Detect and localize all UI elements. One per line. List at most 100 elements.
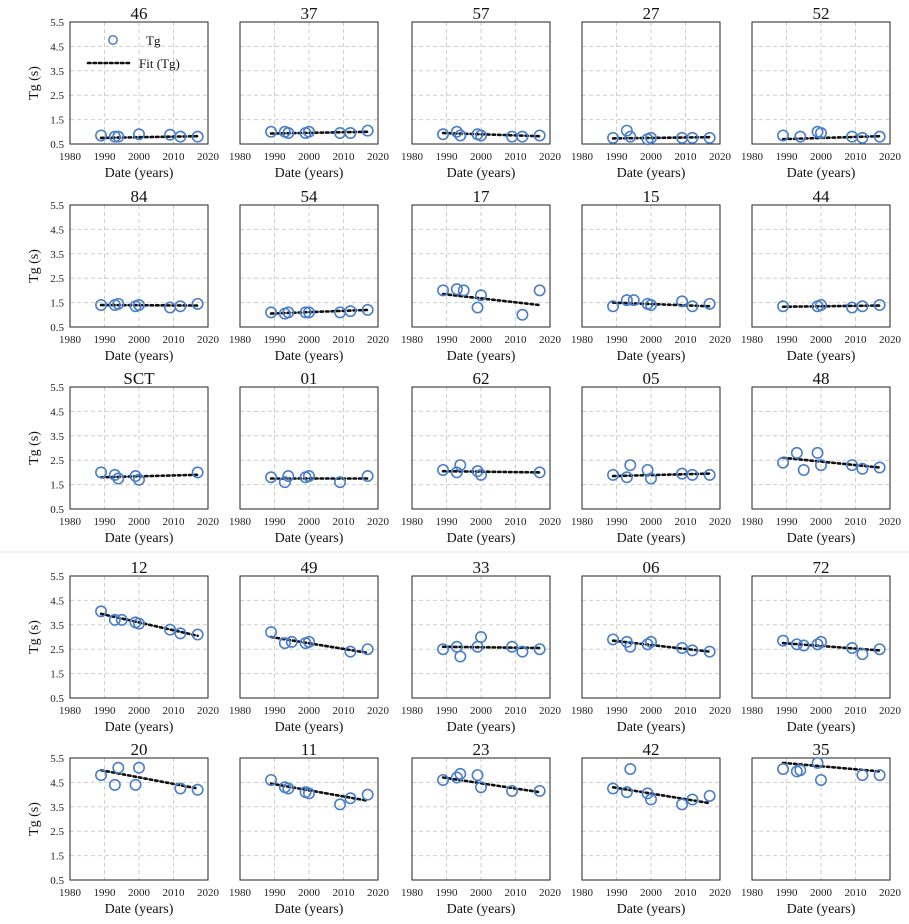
panel-23: 23 1980 1990 2000 2010 2020 Date (years): [401, 740, 562, 917]
plot-frame: [581, 386, 721, 510]
data-point: [174, 782, 187, 795]
data-point: [797, 463, 810, 476]
panel-title: SCT: [123, 369, 155, 388]
plot-frame: [239, 575, 379, 699]
data-point: [95, 605, 108, 618]
data-point: [361, 124, 374, 137]
x-tick-label: 2020: [197, 516, 220, 528]
x-tick-label: 1990: [264, 516, 287, 528]
data-point: [620, 471, 633, 484]
data-point: [814, 299, 827, 312]
data-point: [299, 306, 312, 319]
x-tick-label: 1980: [401, 151, 424, 163]
data-point: [454, 650, 467, 663]
x-tick-label: 2000: [640, 887, 663, 899]
data-point: [474, 289, 487, 302]
x-tick-label: 2010: [333, 887, 356, 899]
data-point: [676, 798, 689, 811]
y-tick-label: 2.5: [50, 273, 64, 285]
data-point: [302, 306, 315, 319]
x-tick-label: 2020: [197, 705, 220, 717]
x-tick-label: 1990: [776, 151, 799, 163]
x-tick-label: 2010: [845, 334, 868, 346]
fit-line: [269, 308, 369, 315]
data-point: [133, 617, 146, 630]
x-tick-label: 1980: [401, 887, 424, 899]
data-point: [361, 303, 374, 316]
data-point: [129, 778, 142, 791]
panel-17: 17 1980 1990 2000 2010 2020 Date (years): [401, 187, 562, 364]
data-point: [686, 793, 699, 806]
fit-line: [781, 456, 881, 469]
x-tick-label: 2010: [505, 151, 528, 163]
x-tick-label: 2000: [810, 705, 833, 717]
fit-line: [441, 776, 541, 794]
y-tick-label: 5.5: [50, 17, 64, 29]
x-axis-label: Date (years): [617, 166, 686, 181]
x-axis-label: Date (years): [617, 902, 686, 917]
plot-frame: [69, 757, 209, 881]
x-tick-label: 2020: [367, 887, 390, 899]
x-tick-label: 1980: [59, 705, 82, 717]
data-point: [112, 297, 125, 310]
data-point: [620, 124, 633, 137]
fit-line: [441, 131, 541, 138]
x-tick-label: 1980: [741, 334, 764, 346]
plot-frame: [751, 204, 891, 328]
data-point: [686, 131, 699, 144]
data-point: [282, 782, 295, 795]
x-tick-label: 1980: [741, 887, 764, 899]
y-tick-label: 3.5: [50, 431, 64, 443]
data-point: [302, 125, 315, 138]
x-tick-label: 2020: [709, 151, 732, 163]
y-tick-label: 3.5: [50, 620, 64, 632]
data-point: [437, 128, 450, 141]
panel-49: 49 1980 1990 2000 2010 2020 Date (years): [229, 558, 390, 735]
y-tick-label: 4.5: [50, 595, 64, 607]
data-point: [794, 130, 807, 143]
y-tick-label: 0.5: [50, 693, 64, 705]
data-point: [873, 461, 886, 474]
x-axis-label: Date (years): [105, 349, 174, 364]
data-point: [641, 787, 654, 800]
data-point: [516, 645, 529, 658]
data-point: [797, 639, 810, 652]
x-tick-label: 2020: [197, 334, 220, 346]
y-tick-label: 0.5: [50, 875, 64, 887]
data-point: [777, 129, 790, 142]
data-point: [873, 643, 886, 656]
x-tick-label: 1980: [229, 516, 252, 528]
y-axis-label: Tg (s): [27, 66, 42, 100]
data-point: [533, 784, 546, 797]
y-tick-label: 0.5: [50, 322, 64, 334]
data-point: [344, 792, 357, 805]
data-point: [644, 635, 657, 648]
data-point: [108, 130, 121, 143]
x-tick-label: 2000: [470, 887, 493, 899]
x-tick-label: 1990: [606, 151, 629, 163]
x-tick-label: 1990: [436, 705, 459, 717]
x-tick-label: 1980: [229, 887, 252, 899]
x-tick-label: 1990: [436, 887, 459, 899]
x-tick-label: 2020: [539, 334, 562, 346]
data-point: [437, 643, 450, 656]
x-tick-label: 2010: [845, 705, 868, 717]
x-tick-label: 1980: [59, 887, 82, 899]
y-tick-label: 4.5: [50, 224, 64, 236]
data-point: [265, 626, 278, 639]
data-point: [174, 130, 187, 143]
x-tick-label: 2020: [367, 705, 390, 717]
x-tick-label: 2010: [675, 151, 698, 163]
panel-title: 48: [813, 369, 830, 388]
y-axis-label: Tg (s): [27, 249, 42, 283]
legend-fit-label: Fit (Tg): [139, 56, 180, 71]
data-point: [777, 762, 790, 775]
panel-title: 46: [131, 4, 148, 23]
panel-48: 48 1980 1990 2000 2010 2020 Date (years): [741, 369, 902, 546]
plot-frame: [411, 757, 551, 881]
panel-11: 11 1980 1990 2000 2010 2020 Date (years): [229, 740, 390, 917]
data-point: [607, 782, 620, 795]
data-point: [471, 769, 484, 782]
x-tick-label: 1980: [401, 334, 424, 346]
plot-frame: [411, 21, 551, 145]
